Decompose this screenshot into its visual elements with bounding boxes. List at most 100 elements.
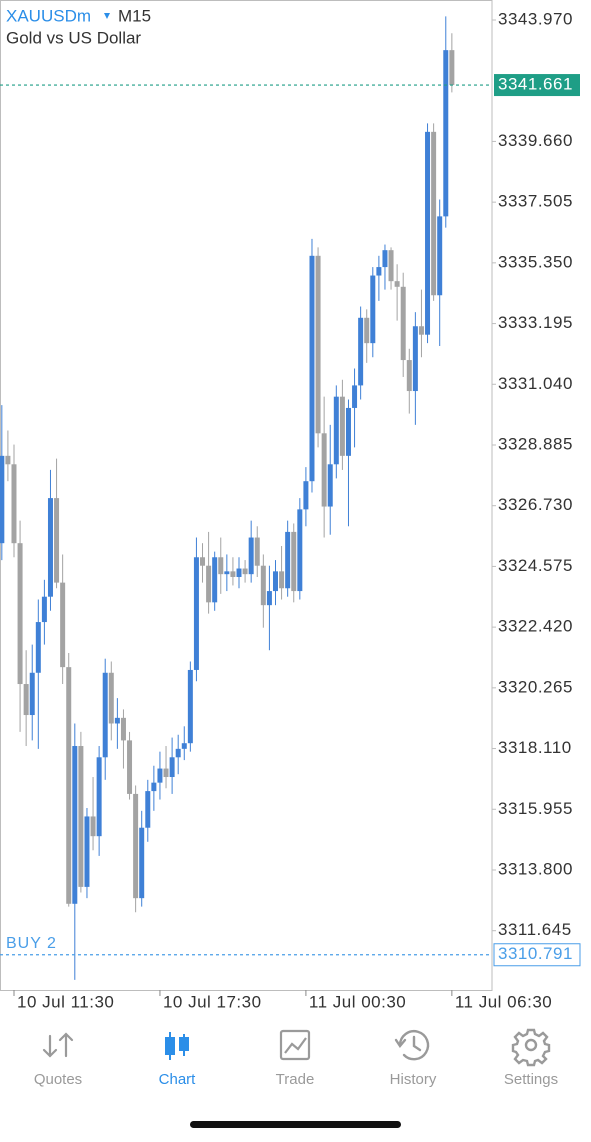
candle-body	[133, 793, 139, 899]
candle-body	[120, 717, 126, 741]
plot-area	[0, 16, 455, 980]
y-tick-label: 3333.195	[498, 313, 573, 332]
nav-tab-label[interactable]: Settings	[504, 1071, 558, 1088]
candle-body	[272, 571, 278, 592]
candle-body	[400, 286, 406, 361]
candle-body	[406, 360, 412, 392]
chart-icon[interactable]	[165, 1032, 189, 1060]
candle-body	[266, 591, 272, 606]
symbol-dropdown[interactable]	[104, 13, 110, 19]
price-tag: 3310.791	[498, 944, 573, 963]
candle-body	[60, 582, 66, 668]
candle-body	[309, 255, 315, 482]
history-icon[interactable]	[394, 1030, 430, 1061]
candle-body	[358, 317, 364, 386]
candle-body	[29, 672, 35, 716]
y-tick-label: 3320.265	[498, 677, 573, 696]
candle-body	[102, 672, 108, 758]
y-tick-label: 3315.955	[498, 799, 573, 818]
candle-body	[193, 557, 199, 670]
x-tick-label: 11 Jul 00:30	[309, 992, 406, 1011]
price-line-label: BUY 2	[6, 935, 57, 952]
candle-body	[364, 317, 370, 344]
y-tick-label: 3322.420	[498, 617, 573, 636]
trade-icon[interactable]	[279, 1029, 311, 1061]
y-tick-label: 3313.800	[498, 859, 573, 878]
candle-body	[218, 557, 224, 575]
candle-body	[72, 746, 78, 904]
candle-body	[437, 216, 443, 296]
candle-body	[114, 717, 120, 724]
candle-body	[108, 672, 114, 724]
candle-body	[90, 816, 96, 837]
candle-body	[200, 557, 206, 566]
candle-body	[41, 596, 47, 623]
candle-body	[339, 396, 345, 456]
candle-body	[151, 782, 157, 792]
candle-body	[303, 481, 309, 510]
candle-body	[279, 571, 285, 589]
candle-body	[54, 498, 60, 583]
candle-body	[206, 565, 212, 603]
candle-body	[78, 746, 84, 887]
candle-body	[449, 50, 455, 86]
candle-body	[321, 433, 327, 507]
x-tick-label: 10 Jul 11:30	[17, 992, 114, 1011]
settings-icon[interactable]	[511, 1028, 551, 1067]
candle-body	[236, 568, 242, 577]
candle-body	[254, 537, 260, 566]
candle-body	[333, 396, 339, 465]
candle-body	[17, 543, 23, 685]
y-tick-label: 3343.970	[498, 9, 573, 28]
candle-body	[169, 757, 175, 778]
nav-tab-label[interactable]: Trade	[276, 1071, 315, 1088]
candle-body	[47, 498, 53, 597]
y-tick-label: 3339.660	[498, 131, 573, 150]
candle-body	[23, 684, 29, 716]
candle-body	[260, 565, 266, 606]
price-tag: 3341.661	[498, 75, 573, 94]
candle-body	[187, 669, 193, 744]
candle-body	[352, 385, 358, 408]
nav-tab-label[interactable]: History	[390, 1071, 437, 1088]
y-tick-label: 3335.350	[498, 252, 573, 271]
candle-body	[443, 50, 449, 217]
subtitle: Gold vs US Dollar	[6, 28, 141, 47]
symbol[interactable]: XAUUSDm	[6, 6, 91, 25]
candle-body	[35, 622, 41, 673]
candle-body	[224, 571, 230, 575]
nav-tab-label[interactable]: Chart	[159, 1071, 197, 1088]
candle-body	[5, 455, 11, 465]
candle-body	[315, 255, 321, 434]
y-tick-label: 3331.040	[498, 374, 573, 393]
timeframe[interactable]: M15	[118, 6, 151, 25]
candle-body	[376, 267, 382, 276]
x-tick-label: 11 Jul 06:30	[455, 992, 552, 1011]
candle-body	[212, 557, 218, 603]
candle-body	[370, 275, 376, 344]
nav-tab-label[interactable]: Quotes	[34, 1071, 82, 1088]
candle-body	[418, 326, 424, 335]
candle-body	[388, 250, 394, 282]
candle-body	[66, 667, 72, 904]
price-tag-bg	[494, 74, 580, 97]
candle-body	[163, 768, 169, 778]
y-tick-label: 3324.575	[498, 556, 573, 575]
candle-body	[425, 131, 431, 335]
home-indicator	[190, 1121, 401, 1128]
candle-body	[297, 509, 303, 592]
y-tick-label: 3318.110	[498, 738, 572, 757]
y-tick-label: 3337.505	[498, 192, 573, 211]
quotes-icon[interactable]	[42, 1032, 74, 1058]
candle-body	[0, 455, 5, 544]
candle-body	[412, 326, 418, 392]
candle-body	[157, 768, 163, 783]
candle-body	[181, 743, 187, 749]
candle-body	[230, 571, 236, 577]
y-tick-label: 3328.885	[498, 434, 573, 453]
candle-body	[327, 464, 333, 507]
price-tag-bg	[493, 943, 581, 967]
candle-body	[139, 827, 145, 899]
